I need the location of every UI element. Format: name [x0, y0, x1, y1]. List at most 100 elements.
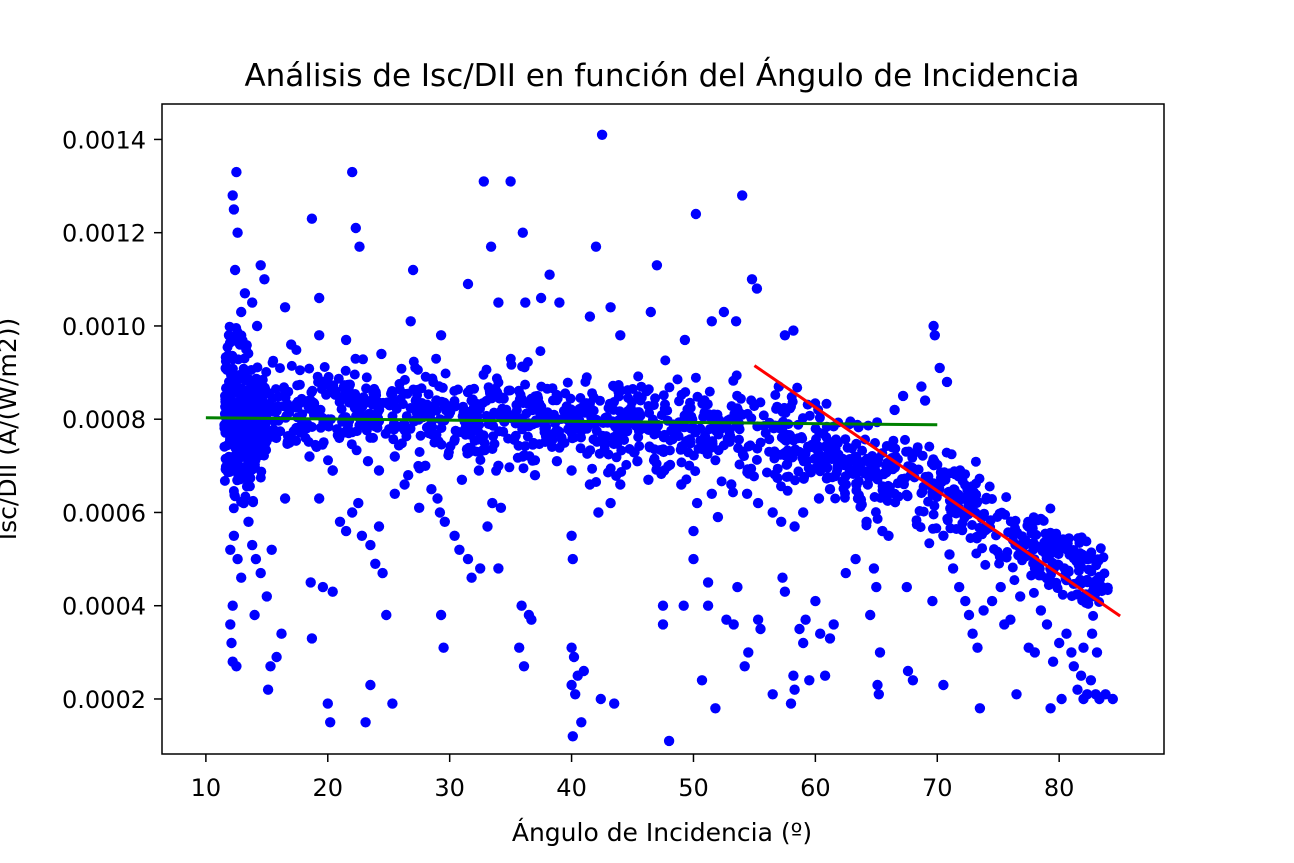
scatter-point [226, 637, 237, 649]
scatter-point [869, 492, 880, 502]
scatter-point [353, 497, 364, 509]
scatter-point [455, 427, 465, 438]
scatter-point [702, 399, 713, 410]
scatter-point [334, 433, 345, 444]
scatter-point [495, 406, 506, 417]
scatter-point [872, 679, 883, 691]
scatter-point [789, 684, 800, 695]
scatter-point [967, 481, 978, 492]
scatter-point [248, 407, 259, 418]
scatter-point [314, 292, 325, 304]
scatter-point [777, 572, 788, 583]
scatter-point [350, 222, 361, 234]
scatter-point [613, 386, 624, 397]
scatter-point [530, 455, 541, 466]
scatter-point [306, 213, 318, 224]
scatter-point [396, 363, 407, 374]
scatter-point [478, 176, 489, 187]
y-tick-label: 0.0008 [62, 406, 146, 434]
scatter-point [597, 430, 608, 441]
scatter-point [1043, 543, 1054, 554]
scatter-point [255, 567, 266, 579]
scatter-point [403, 470, 414, 481]
scatter-point [304, 363, 315, 374]
scatter-point [566, 530, 577, 541]
scatter-point [232, 553, 243, 565]
scatter-point [347, 166, 358, 178]
scatter-points [219, 129, 1119, 747]
scatter-point [699, 407, 710, 418]
scatter-point [644, 408, 655, 418]
scatter-point [615, 479, 626, 490]
scatter-point [232, 370, 242, 381]
scatter-point [551, 456, 563, 467]
scatter-point [899, 473, 910, 484]
scatter-point [722, 433, 733, 444]
scatter-point [824, 484, 836, 495]
scatter-point [238, 363, 249, 374]
scatter-point [615, 330, 626, 341]
scatter-point [688, 525, 699, 537]
scatter-point [440, 368, 451, 379]
scatter-point [265, 661, 276, 672]
scatter-point [439, 516, 450, 527]
scatter-point [1056, 693, 1067, 705]
scatter-point [916, 381, 927, 392]
scatter-point [927, 595, 938, 607]
scatter-point [361, 372, 372, 383]
scatter-point [567, 731, 578, 742]
scatter-point [734, 459, 745, 470]
y-axis-label: Isc/DII (A/(W/m2)) [0, 318, 22, 540]
scatter-point [776, 516, 787, 527]
scatter-point [517, 227, 528, 238]
scatter-point [902, 491, 913, 502]
scatter-point [319, 362, 330, 372]
scatter-point [518, 661, 530, 672]
scatter-point [233, 354, 244, 365]
scatter-point [681, 436, 692, 447]
scatter-point [426, 484, 437, 495]
scatter-point [327, 465, 338, 476]
scatter-point [333, 373, 344, 384]
scatter-point [458, 401, 469, 412]
scatter-point [562, 377, 573, 388]
scatter-point [350, 353, 361, 364]
scatter-point [270, 384, 281, 395]
scatter-point [929, 456, 940, 467]
scatter-point [231, 466, 242, 477]
scatter-point [224, 321, 235, 332]
scatter-point [415, 430, 426, 441]
scatter-point [645, 306, 656, 318]
scatter-point [420, 460, 431, 471]
scatter-point [1013, 550, 1024, 561]
scatter-point [358, 354, 368, 365]
scatter-point [528, 437, 539, 448]
scatter-point [1028, 512, 1039, 523]
scatter-point [255, 260, 266, 271]
scatter-point [789, 521, 800, 532]
fit-line-green [205, 416, 938, 427]
scatter-point [585, 398, 595, 409]
scatter-point [314, 330, 325, 341]
scatter-point [506, 359, 517, 370]
scatter-point [340, 365, 351, 376]
scatter-point [449, 530, 460, 541]
scatter-point [1011, 689, 1022, 700]
scatter-point [548, 395, 558, 406]
scatter-point [1088, 583, 1099, 594]
scatter-point [232, 227, 243, 238]
scatter-point [389, 488, 400, 499]
scatter-point [229, 450, 240, 461]
scatter-point [478, 369, 489, 380]
scatter-point [232, 475, 243, 486]
scatter-point [782, 429, 792, 440]
scatter-point [544, 429, 555, 440]
scatter-point [254, 418, 265, 429]
scatter-point [938, 530, 949, 541]
scatter-point [347, 507, 358, 518]
scatter-point [276, 628, 287, 639]
scatter-point [798, 473, 809, 484]
scatter-point [1082, 689, 1093, 700]
scatter-point [665, 435, 676, 446]
scatter-point [286, 434, 297, 445]
